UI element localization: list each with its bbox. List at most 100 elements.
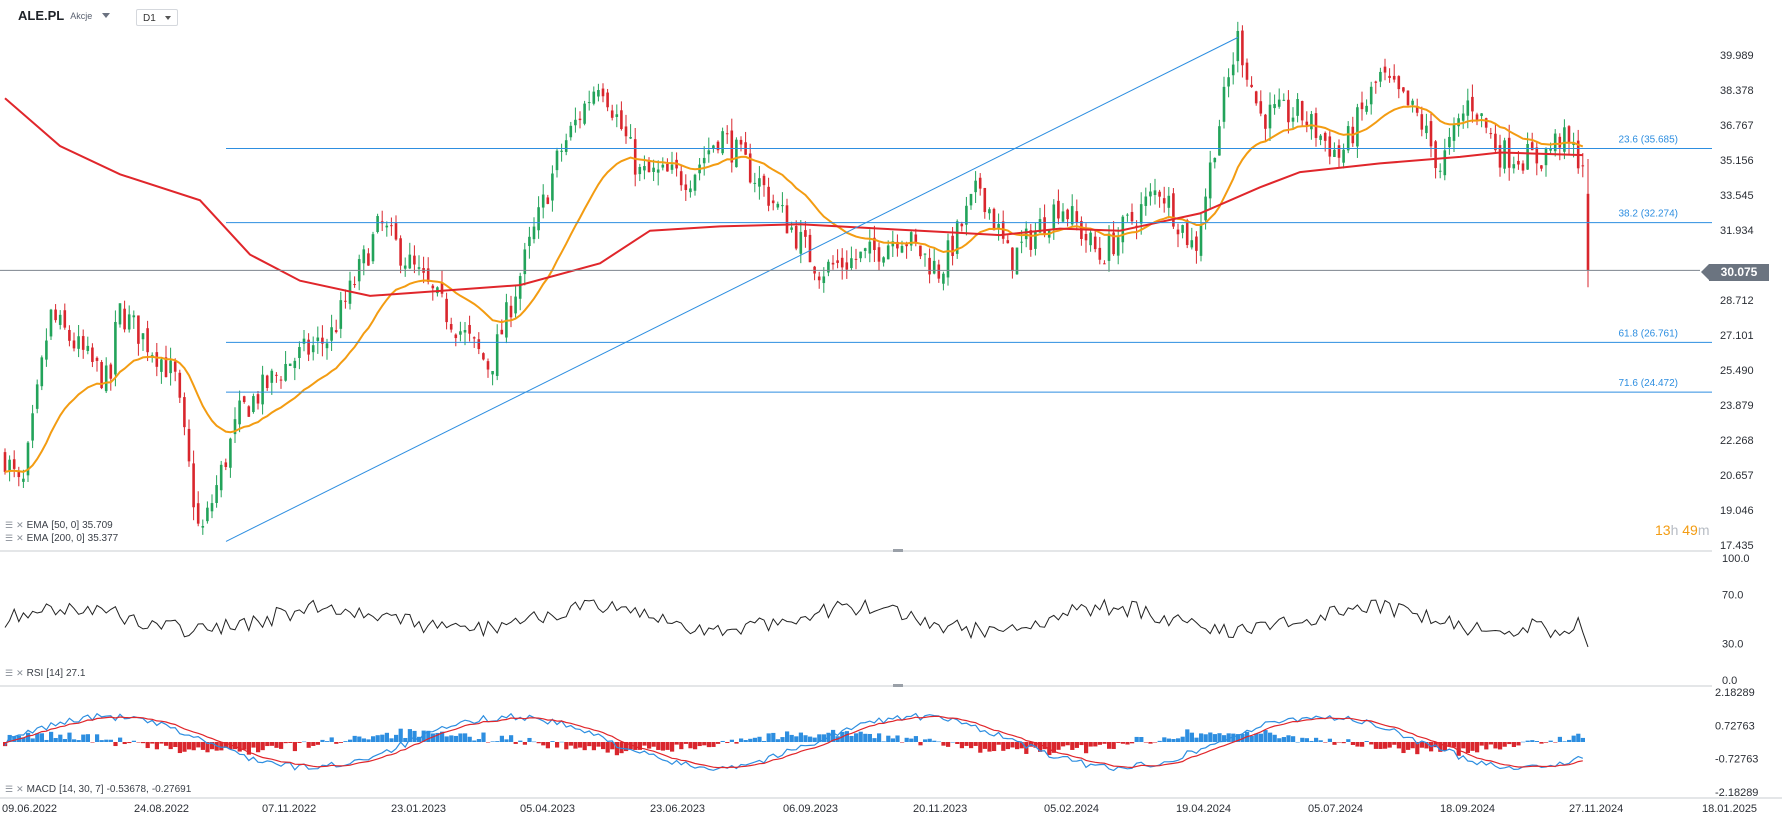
candle-body	[178, 372, 182, 398]
timer-m-unit: m	[1697, 522, 1710, 538]
timeframe-select[interactable]: D1	[136, 9, 178, 26]
macd-histogram-bar	[1350, 742, 1355, 746]
candle-body	[1521, 163, 1525, 171]
macd-histogram-bar	[1364, 741, 1369, 742]
candle-body	[1038, 219, 1042, 233]
candle-body	[928, 257, 931, 275]
macd-histogram-bar	[555, 742, 560, 748]
candle-body	[1052, 204, 1056, 229]
macd-histogram-bar	[1120, 742, 1125, 744]
timer-minutes: 49	[1682, 522, 1698, 538]
candle-body	[1558, 136, 1562, 148]
close-icon[interactable]: ✕	[16, 784, 24, 794]
close-icon[interactable]: ✕	[16, 520, 24, 530]
menu-icon[interactable]: ☰	[5, 533, 14, 543]
menu-icon[interactable]: ☰	[5, 520, 14, 530]
candle-body	[850, 258, 853, 269]
macd-histogram-bar	[1005, 742, 1010, 750]
macd-histogram-bar	[265, 742, 270, 747]
macd-histogram-bar	[1516, 742, 1521, 746]
candle-body	[1250, 84, 1253, 88]
macd-histogram-bar	[1097, 742, 1102, 745]
x-axis-tick: 06.09.2023	[783, 803, 838, 815]
macd-histogram-bar	[269, 742, 274, 746]
candle-body	[238, 400, 241, 425]
macd-histogram-bar	[1507, 742, 1512, 745]
candle-body	[491, 371, 494, 375]
candle-body	[1383, 66, 1387, 73]
menu-icon[interactable]: ☰	[5, 668, 14, 678]
candle-body	[1218, 126, 1221, 156]
candle-body	[40, 357, 44, 387]
macd-histogram-bar	[1222, 735, 1227, 742]
rsi-axis-tick: 0.0	[1722, 675, 1737, 687]
candle-body	[77, 336, 80, 349]
macd-histogram-bar	[1254, 733, 1259, 742]
macd-histogram-bar	[1134, 736, 1139, 742]
macd-histogram-bar	[1479, 742, 1484, 746]
candle-body	[472, 337, 476, 339]
rsi-axis-tick: 100.0	[1722, 553, 1750, 565]
macd-histogram-bar	[384, 732, 389, 742]
macd-histogram-bar	[670, 742, 675, 752]
fib-level-label: 23.6 (35.685)	[1619, 135, 1679, 146]
macd-histogram-bar	[435, 732, 440, 742]
macd-histogram-bar	[1102, 742, 1107, 744]
candle-body	[1489, 133, 1493, 135]
candle-body	[1075, 211, 1079, 223]
candle-body	[118, 303, 122, 325]
candle-body	[155, 352, 159, 367]
candle-body	[1190, 240, 1194, 248]
candle-body	[81, 336, 85, 350]
candle-body	[307, 339, 310, 355]
candle-body	[771, 200, 775, 204]
macd-histogram-bar	[1304, 738, 1309, 742]
symbol-dropdown-icon[interactable]	[102, 13, 111, 18]
macd-histogram-bar	[1240, 733, 1245, 742]
candle-body	[983, 187, 987, 213]
macd-histogram-bar	[246, 742, 251, 755]
macd-histogram-bar	[352, 735, 357, 742]
macd-histogram-bar	[923, 739, 928, 742]
macd-histogram-bar	[329, 737, 334, 742]
candle-body	[215, 485, 218, 503]
macd-histogram-bar	[210, 742, 215, 750]
candle-body	[1158, 191, 1161, 197]
macd-histogram-bar	[927, 738, 932, 742]
price-axis-tick: 17.435	[1720, 540, 1754, 552]
macd-histogram-bar	[513, 742, 518, 744]
candle-body	[831, 262, 835, 265]
macd-histogram-bar	[1153, 742, 1158, 743]
menu-icon[interactable]: ☰	[5, 784, 14, 794]
candle-body	[702, 157, 706, 164]
x-axis-tick: 05.07.2024	[1308, 803, 1363, 815]
close-icon[interactable]: ✕	[16, 668, 24, 678]
candle-body	[367, 253, 370, 266]
candle-body	[431, 285, 435, 289]
candle-body	[1369, 86, 1373, 105]
candle-body	[1461, 113, 1465, 121]
macd-histogram-bar	[757, 736, 762, 742]
candle-body	[1448, 136, 1451, 148]
macd-histogram-bar	[1488, 742, 1493, 745]
candle-body	[196, 503, 200, 524]
close-icon[interactable]: ✕	[16, 533, 24, 543]
candle-body	[1356, 107, 1359, 147]
candle-body	[606, 92, 609, 108]
candle-body	[988, 209, 991, 214]
macd-histogram-bar	[1461, 742, 1466, 749]
macd-histogram-bar	[228, 742, 233, 750]
macd-histogram-bar	[1166, 738, 1171, 742]
macd-histogram-bar	[495, 741, 500, 742]
candle-body	[1139, 204, 1143, 224]
current-price-tag: 30.075	[1701, 264, 1769, 281]
macd-histogram-bar	[771, 732, 776, 742]
macd-histogram-bar	[375, 735, 380, 742]
candle-body	[1457, 118, 1460, 127]
candle-body	[141, 333, 145, 340]
macd-histogram-bar	[863, 733, 868, 742]
candle-body	[1089, 232, 1092, 246]
candle-body	[1544, 148, 1548, 166]
